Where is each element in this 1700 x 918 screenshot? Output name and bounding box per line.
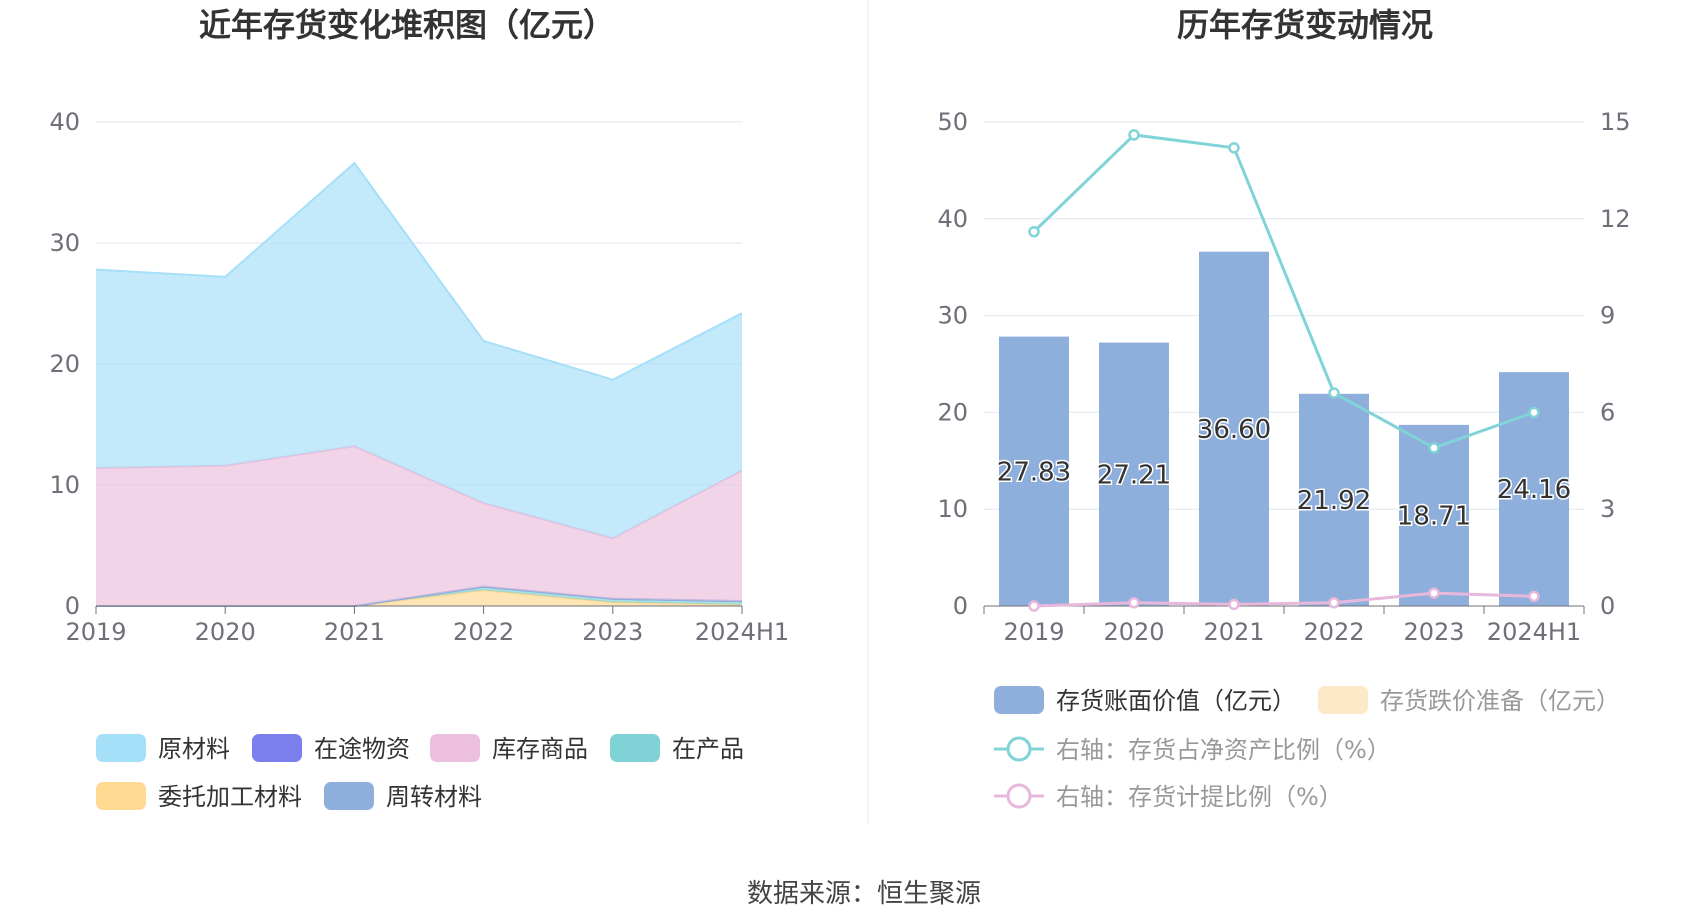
y-right-tick-label: 0 [1600,592,1615,620]
y-tick-label: 40 [49,108,80,136]
bar [1099,342,1169,606]
bar-value-label: 36.60 [1197,415,1271,445]
line-point [1428,442,1440,454]
line-point [1428,587,1440,599]
bar-value-label: 18.71 [1397,501,1471,531]
y-left-tick-label: 30 [937,302,968,330]
legend-label: 委托加工材料 [158,783,302,811]
line-point [1228,598,1240,611]
y-tick-label: 10 [49,471,80,499]
y-left-tick-label: 10 [937,495,968,523]
line-point [1228,142,1240,154]
bar [1199,251,1269,606]
line-point [1328,597,1340,609]
x-tick-label: 2023 [1403,618,1464,646]
area-原材料 [96,163,742,539]
legend-swatch [96,782,146,810]
y-right-tick-label: 12 [1600,205,1631,233]
bar [999,336,1069,606]
legend-marker [1006,783,1032,809]
x-tick-label: 2020 [1103,618,1164,646]
line-series [1032,133,1535,450]
legend-label: 存货跌价准备（亿元） [1380,687,1620,715]
bar-value-label: 24.16 [1497,475,1571,505]
x-tick-label: 2021 [1203,618,1264,646]
x-tick-label: 2023 [582,618,643,646]
y-right-tick-label: 6 [1600,398,1615,426]
x-tick-label: 2024H1 [695,618,789,646]
line-point [1328,387,1340,399]
right-legend: 存货账面价值（亿元） 存货跌价准备（亿元） 右轴：存货占净资产比例（%） 右轴：存货计… [994,686,1620,811]
line-point [1028,600,1040,612]
line-point [1528,590,1540,603]
bar [1399,424,1469,606]
y-right-tick-label: 15 [1600,108,1631,136]
y-left-tick-label: 40 [937,205,968,233]
legend-label: 在产品 [672,735,744,763]
line-point [1128,597,1140,609]
legend-label: 在途物资 [314,735,410,763]
y-left-tick-label: 20 [937,398,968,426]
legend-swatch [994,686,1044,714]
x-tick-label: 2019 [65,618,126,646]
legend-swatch [430,734,480,762]
area-line-原材料 [95,161,743,381]
line-point [1528,406,1540,419]
area-库存商品 [96,446,742,606]
y-right-tick-label: 9 [1600,302,1615,330]
left-chart-title: 近年存货变化堆积图（亿元） [199,6,615,44]
legend-label: 原材料 [158,735,230,763]
y-tick-label: 20 [49,350,80,378]
line-series [1033,591,1535,608]
y-left-tick-label: 50 [937,108,968,136]
bar [1299,393,1369,606]
bar-value-label: 27.83 [997,457,1071,487]
legend-marker [1006,736,1032,762]
legend-swatch [96,734,146,762]
x-tick-label: 2019 [1003,618,1064,646]
x-tick-label: 2022 [453,618,514,646]
legend-label: 周转材料 [386,783,482,811]
legend-swatch [324,782,374,810]
line-point [1028,225,1040,238]
legend-label: 右轴：存货计提比例（%） [1056,783,1343,811]
right-chart-title: 历年存货变动情况 [1177,6,1433,44]
legend-swatch [252,734,302,762]
x-tick-label: 2024H1 [1487,618,1581,646]
x-tick-label: 2022 [1303,618,1364,646]
bar-value-label: 21.92 [1297,486,1371,516]
legend-label: 存货账面价值（亿元） [1056,687,1296,715]
x-tick-label: 2021 [324,618,385,646]
y-left-tick-label: 0 [953,592,968,620]
bar-value-label: 27.21 [1097,460,1171,490]
y-right-tick-label: 3 [1600,495,1615,523]
legend-label: 库存商品 [492,735,588,763]
bar-line-chart: 0 10 20 30 40 50 0 3 6 9 12 15 27.83 27.21 36.60 21.92 1… [937,108,1630,646]
legend-swatch [1318,686,1368,714]
line-point [1128,129,1140,141]
legend-swatch [610,734,660,762]
y-tick-label: 0 [65,592,80,620]
stacked-area-chart: 0 10 20 30 40 2019 2020 2021 2022 2023 2024H1 [49,108,789,646]
legend-label: 右轴：存货占净资产比例（%） [1056,736,1391,764]
x-tick-label: 2020 [195,618,256,646]
y-tick-label: 30 [49,229,80,257]
source-note: 数据来源：恒生聚源 [747,879,981,909]
